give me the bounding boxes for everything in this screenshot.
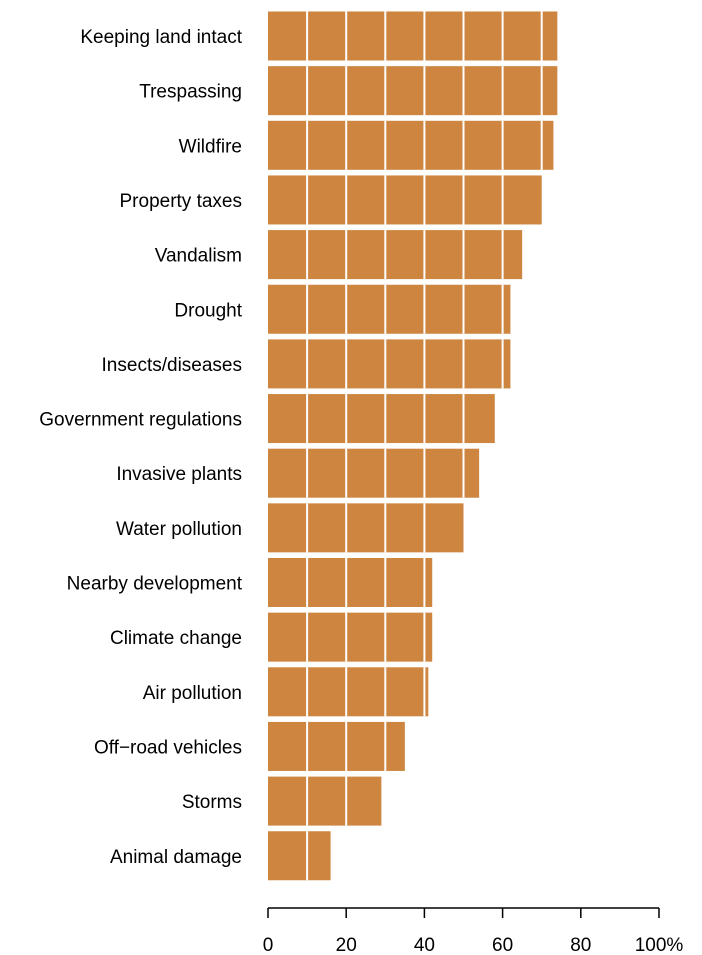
category-label: Property taxes [120,191,243,212]
category-label: Drought [174,300,242,321]
category-label: Animal damage [110,847,242,868]
category-label: Trespassing [139,82,242,103]
bar [268,558,433,607]
x-axis: 0 20 40 60 80 100% [263,907,684,955]
bar [268,667,429,717]
category-label: Government regulations [39,410,242,431]
bar [268,175,542,225]
category-label: Invasive plants [116,464,242,485]
category-label: Nearby development [67,574,243,595]
bar [268,612,433,662]
category-label: Off−road vehicles [94,737,242,758]
bar [268,394,495,444]
category-label: Storms [182,792,242,813]
bar [268,66,558,116]
bar [268,230,523,280]
category-label: Vandalism [155,246,242,267]
x-tick-label: 100% [635,935,684,955]
category-labels-group: Keeping land intact Trespassing Wildfire Pr… [39,27,242,868]
category-label: Keeping land intact [80,27,242,48]
x-tick-label: 60 [492,935,513,955]
category-label: Water pollution [116,519,242,540]
x-tick-label: 40 [414,935,435,955]
category-label: Insects/diseases [102,355,242,376]
bar [268,831,331,881]
bar [268,11,558,61]
category-label: Air pollution [143,683,242,704]
bar [268,448,480,498]
x-tick-label: 0 [263,935,274,955]
x-tick-label: 20 [336,935,357,955]
category-label: Wildfire [179,136,242,157]
bar [268,284,511,334]
bar [268,721,405,771]
category-label: Climate change [110,628,242,649]
bars-group [268,11,558,881]
bar [268,120,554,170]
x-tick-label: 80 [570,935,591,955]
bar [268,776,382,826]
bar [268,503,464,553]
bar [268,339,511,389]
